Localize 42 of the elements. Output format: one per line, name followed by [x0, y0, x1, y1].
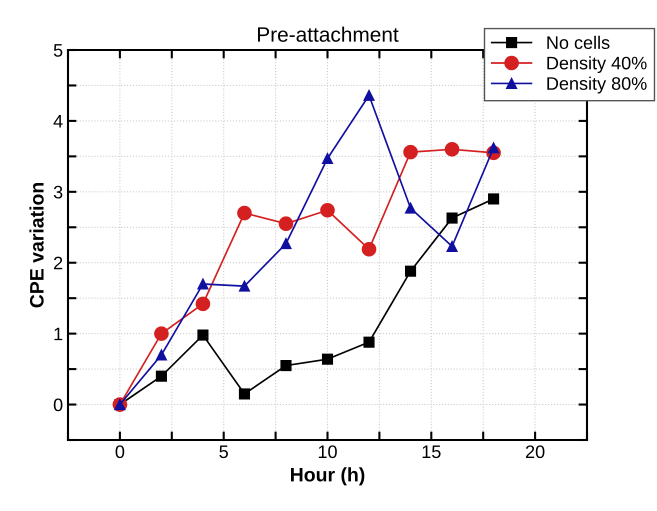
legend-label: No cells [547, 36, 610, 50]
x-tick-label: 0 [116, 445, 124, 458]
point [403, 144, 418, 160]
point [446, 212, 458, 224]
y-tick-label: 2 [54, 256, 62, 270]
y-tick-label: 5 [54, 44, 62, 57]
point [362, 242, 376, 257]
y-tick-label: 0 [54, 398, 62, 412]
x-tick-label: 20 [526, 445, 544, 458]
legend-label: Density 40% [547, 56, 647, 74]
point [488, 193, 500, 204]
point [197, 278, 208, 290]
point [320, 202, 335, 218]
point [154, 326, 169, 341]
point [156, 370, 167, 382]
point [238, 280, 250, 292]
point [280, 360, 292, 372]
x-axis-title: Hour (h) [291, 467, 364, 486]
point [444, 142, 460, 157]
point [278, 216, 294, 232]
x-tick-label: 5 [219, 446, 228, 458]
y-tick-label: 1 [54, 328, 62, 340]
y-axis-title: CPE variation [29, 182, 44, 308]
point [363, 336, 375, 348]
point [156, 349, 167, 360]
point [404, 202, 416, 214]
legend-label: Density 80% [547, 76, 647, 94]
x-tick-label: 15 [422, 446, 441, 458]
point [197, 330, 208, 341]
point [237, 206, 252, 220]
point [322, 354, 334, 365]
y-tick-label: 4 [54, 115, 63, 128]
point [404, 266, 416, 277]
chart-title: Pre-attachment [258, 26, 399, 42]
point [238, 388, 250, 400]
y-tick-label: 3 [54, 186, 62, 199]
point [322, 152, 334, 164]
point [280, 238, 292, 250]
point [363, 90, 375, 101]
x-tick-label: 10 [318, 445, 337, 458]
point [446, 240, 458, 252]
point [196, 296, 210, 312]
